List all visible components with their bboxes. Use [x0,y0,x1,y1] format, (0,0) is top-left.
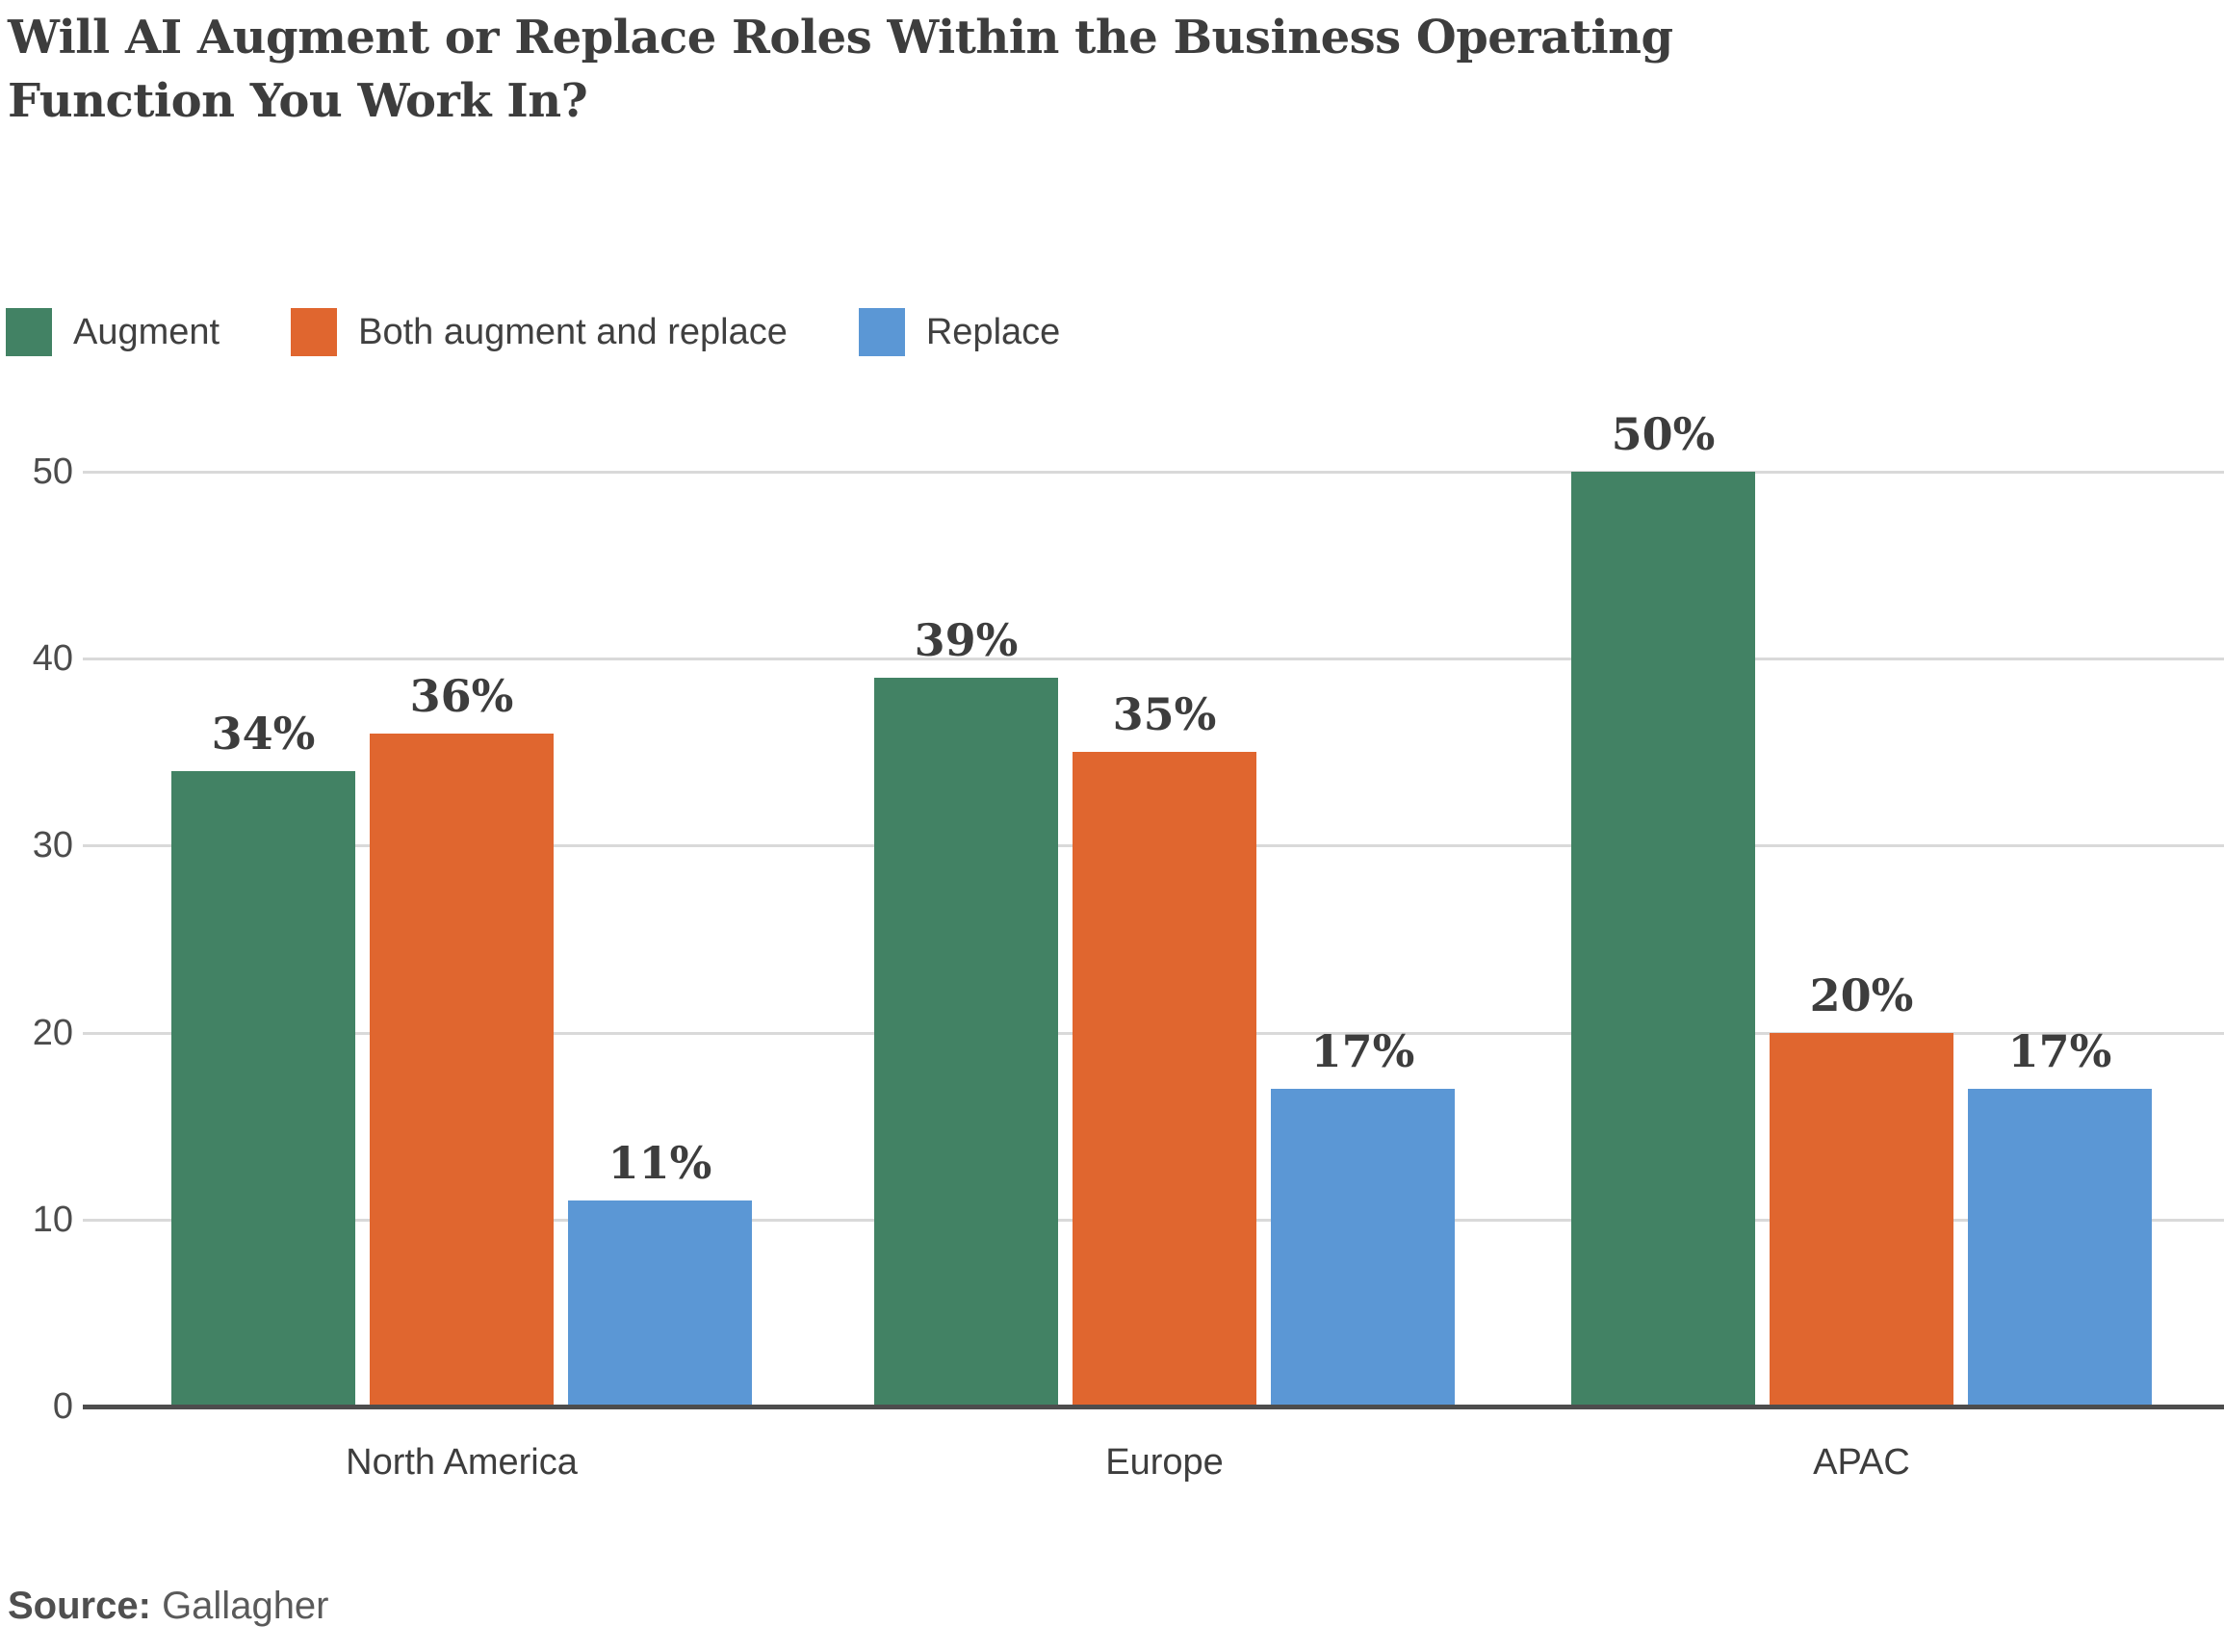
legend-swatch-icon [291,308,338,356]
y-tick-label-30: 30 [32,825,73,866]
y-tick-label-10: 10 [32,1199,73,1240]
legend-swatch-icon [6,308,52,356]
legend-label: Both augment and replace [358,311,788,352]
bar-north-america-augment [171,770,355,1405]
bar-apac-replace [1968,1088,2152,1405]
x-axis-line [83,1405,2224,1409]
legend: Augment Both augment and replace Replace [6,308,1060,356]
x-axis-label-apac: APAC [1813,1442,1910,1483]
y-tick-label-20: 20 [32,1012,73,1053]
bar-value-label: 34% [211,707,316,760]
bar-europe-both-augment-and-replace [1073,752,1256,1405]
gridline-50 [83,471,2224,474]
legend-item-2: Both augment and replace [291,308,788,356]
bar-north-america-replace [568,1200,752,1405]
y-tick-label-40: 40 [32,638,73,680]
gridline-40 [83,658,2224,661]
bar-europe-replace [1271,1088,1455,1405]
bar-apac-augment [1571,472,1755,1405]
x-axis-label-europe: Europe [1105,1442,1224,1483]
x-axis-label-north-america: North America [346,1442,578,1483]
bar-value-label: 35% [1112,688,1217,741]
bar-value-label: 39% [914,613,1019,666]
chart-title-line-1: Will AI Augment or Replace Roles Within … [8,11,1673,65]
legend-swatch-icon [858,308,905,356]
source-value: Gallagher [162,1585,329,1627]
legend-item-1: Augment [6,308,220,356]
bar-value-label: 36% [409,669,514,722]
bar-value-label: 50% [1611,408,1716,460]
bar-value-label: 17% [1310,1024,1415,1077]
bar-value-label: 11% [608,1137,712,1190]
legend-label: Augment [73,311,220,352]
bar-north-america-both-augment-and-replace [370,733,554,1405]
chart-title: Will AI Augment or Replace Roles Within … [8,6,1837,133]
bar-value-label: 17% [2007,1024,2112,1077]
y-tick-label-0: 0 [52,1386,73,1427]
source-label: Source: [8,1585,151,1627]
bar-apac-both-augment-and-replace [1770,1032,1953,1405]
legend-label: Replace [925,311,1061,352]
bar-value-label: 20% [1809,968,1914,1021]
chart-title-line-2: Function You Work In? [8,74,588,128]
y-tick-label-50: 50 [32,452,73,492]
legend-item-3: Replace [858,308,1061,356]
source-note: Source: Gallagher [8,1585,329,1628]
bar-europe-augment [874,677,1058,1405]
